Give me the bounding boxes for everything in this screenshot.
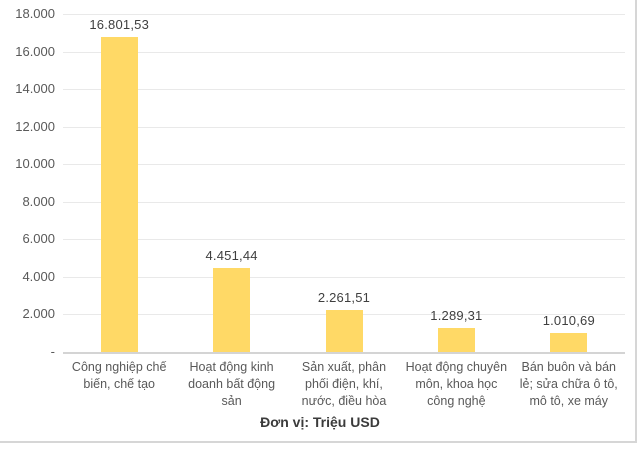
gridline	[63, 51, 625, 53]
category-label: Bán buôn và bán lẻ; sửa chữa ô tô, mô tô…	[519, 360, 618, 408]
gridline	[63, 14, 625, 15]
category-label: Hoạt động chuyên môn, khoa học công nghệ	[405, 360, 508, 408]
x-axis: Công nghiệp chế biến, chế tạo Hoạt động k…	[63, 359, 625, 410]
gridline	[63, 126, 625, 128]
bar-5	[550, 333, 588, 352]
bar-value-label: 4.451,44	[205, 248, 258, 264]
gridline	[63, 239, 625, 241]
bar-value-label: 2.261,51	[317, 289, 371, 305]
y-tick-label: 18.000	[15, 6, 55, 21]
unit-caption: Đơn vị: Triệu USD	[260, 414, 380, 430]
gridline	[63, 164, 625, 166]
category-label: Hoạt động kinh doanh bất động sản	[188, 360, 276, 408]
y-tick-label: 10.000	[15, 156, 55, 172]
y-tick-label: 14.000	[15, 81, 55, 97]
plot-area: 16.801,53 4.451,44 2.261,51 1.289,31 1.010,6…	[63, 14, 625, 354]
bar-2	[213, 268, 251, 352]
category-label: Công nghiệp chế biến, chế tạo	[71, 360, 167, 391]
y-tick-label: 12.000	[15, 118, 55, 134]
bar-value-label: 1.010,69	[542, 313, 595, 329]
bar-value-label: 16.801,53	[89, 16, 150, 32]
y-tick-label: 16.000	[15, 43, 55, 59]
gridline	[63, 89, 625, 91]
bar-3	[325, 309, 363, 352]
bar-4	[437, 327, 475, 352]
y-tick-label: 4.000	[22, 268, 55, 284]
bar-1	[100, 36, 138, 352]
y-tick-label: 8.000	[22, 193, 55, 209]
gridline	[63, 201, 625, 203]
y-tick-label: -	[50, 344, 55, 359]
y-tick-label: 2.000	[22, 306, 55, 322]
y-axis: 18.000 16.000 14.000 12.000 10.000 8.000 6.000…	[0, 0, 55, 370]
gridline	[63, 276, 625, 278]
y-tick-label: 6.000	[22, 231, 55, 247]
category-label: Sản xuất, phân phối điện, khí, nước, điề…	[301, 360, 387, 408]
bar-value-label: 1.289,31	[430, 307, 483, 323]
